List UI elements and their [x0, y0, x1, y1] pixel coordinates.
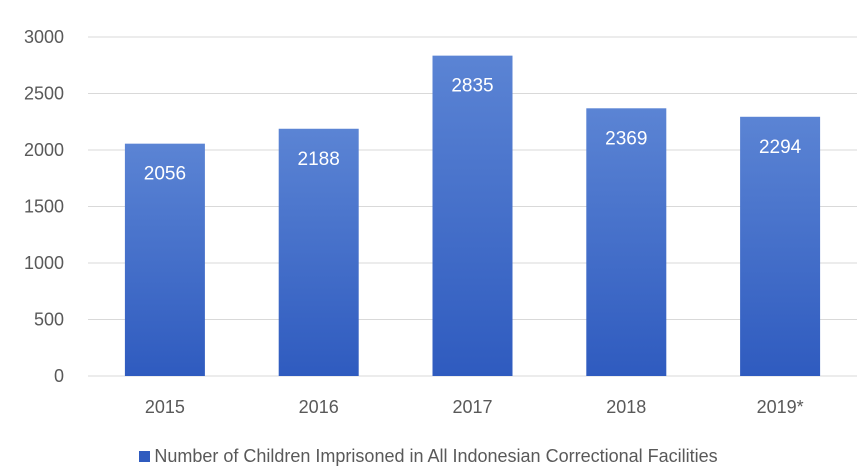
- y-tick-label: 0: [54, 366, 64, 386]
- bar: [586, 108, 667, 376]
- data-label: 2294: [759, 137, 802, 158]
- legend-swatch: [139, 450, 151, 462]
- bar: [740, 116, 821, 376]
- bar: [278, 128, 359, 376]
- bar: [432, 55, 513, 377]
- x-tick-label: 2017: [452, 397, 492, 417]
- bar: [124, 143, 205, 376]
- y-tick-label: 1000: [24, 253, 64, 273]
- y-tick-label: 1500: [24, 197, 64, 217]
- x-tick-label: 2018: [606, 397, 646, 417]
- x-axis-ticks: 2015 2016 2017 2018 2019*: [145, 397, 804, 417]
- y-tick-label: 2500: [24, 84, 64, 104]
- legend: Number of Children Imprisoned in All Ind…: [0, 446, 857, 466]
- y-tick-label: 500: [34, 310, 64, 330]
- data-label: 2056: [144, 164, 186, 185]
- data-label: 2835: [451, 76, 493, 97]
- x-tick-label: 2019*: [757, 397, 804, 417]
- bars: [124, 55, 821, 377]
- data-labels: 2056 2188 2835 2369 2294: [144, 76, 802, 185]
- legend-label: Number of Children Imprisoned in All Ind…: [154, 446, 718, 466]
- data-label: 2188: [298, 149, 340, 170]
- y-axis-ticks: 0 500 1000 1500 2000 2500 3000: [24, 27, 64, 386]
- x-tick-label: 2015: [145, 397, 185, 417]
- data-label: 2369: [605, 128, 647, 149]
- y-tick-label: 2000: [24, 140, 64, 160]
- x-tick-label: 2016: [299, 397, 339, 417]
- y-tick-label: 3000: [24, 27, 64, 47]
